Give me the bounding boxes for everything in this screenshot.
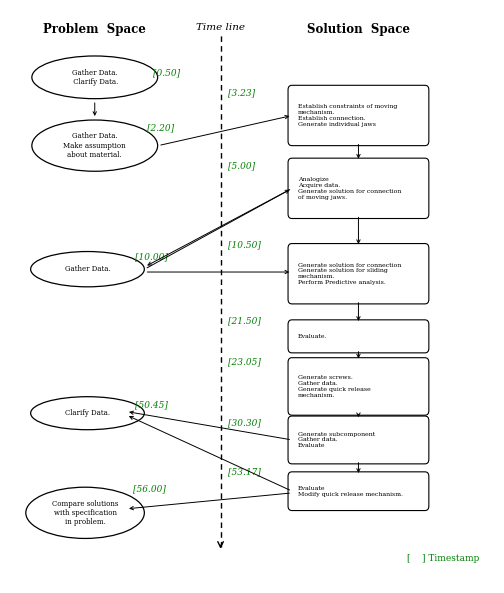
Text: [30.30]: [30.30] <box>228 418 261 427</box>
Text: [    ] Timestamp: [ ] Timestamp <box>407 554 479 563</box>
Text: [23.05]: [23.05] <box>228 357 261 366</box>
Text: Gather Data.
 Clarify Data.: Gather Data. Clarify Data. <box>71 69 118 86</box>
Text: [0.50]: [0.50] <box>153 68 180 77</box>
Text: Evaluate.: Evaluate. <box>298 334 327 339</box>
Text: Generate screws.
Gather data.
Generate quick release
mechanism.: Generate screws. Gather data. Generate q… <box>298 375 370 398</box>
Text: Gather Data.: Gather Data. <box>65 265 110 273</box>
Text: Gather Data.
Make assumption
about material.: Gather Data. Make assumption about mater… <box>64 132 126 159</box>
Text: [10.50]: [10.50] <box>228 241 261 250</box>
Text: Evaluate
Modify quick release mechanism.: Evaluate Modify quick release mechanism. <box>298 486 403 496</box>
Text: Generate subcomponent
Gather data.
Evaluate: Generate subcomponent Gather data. Evalu… <box>298 432 375 448</box>
Text: Time line: Time line <box>196 23 245 32</box>
Text: Compare solutions
with specification
in problem.: Compare solutions with specification in … <box>52 500 118 526</box>
Text: Clarify Data.: Clarify Data. <box>65 409 110 417</box>
Text: Establish constraints of moving
mechanism.
Establish connection.
Generate indivi: Establish constraints of moving mechanis… <box>298 104 397 127</box>
Text: Analogize
Acquire data.
Generate solution for connection
of moving jaws.: Analogize Acquire data. Generate solutio… <box>298 177 401 199</box>
Text: [3.23]: [3.23] <box>228 88 255 97</box>
Text: [10.00]: [10.00] <box>135 252 168 261</box>
Text: Solution  Space: Solution Space <box>307 23 410 36</box>
Text: [2.20]: [2.20] <box>147 123 174 132</box>
Text: [21.50]: [21.50] <box>228 316 261 325</box>
Text: [53.17]: [53.17] <box>228 467 261 476</box>
Text: [5.00]: [5.00] <box>228 161 255 170</box>
Text: Generate solution for connection
Generate solution for sliding
mechanism.
Perfor: Generate solution for connection Generat… <box>298 263 401 285</box>
Text: Problem  Space: Problem Space <box>43 23 146 36</box>
Text: [50.45]: [50.45] <box>135 400 168 409</box>
Text: [56.00]: [56.00] <box>134 484 166 493</box>
